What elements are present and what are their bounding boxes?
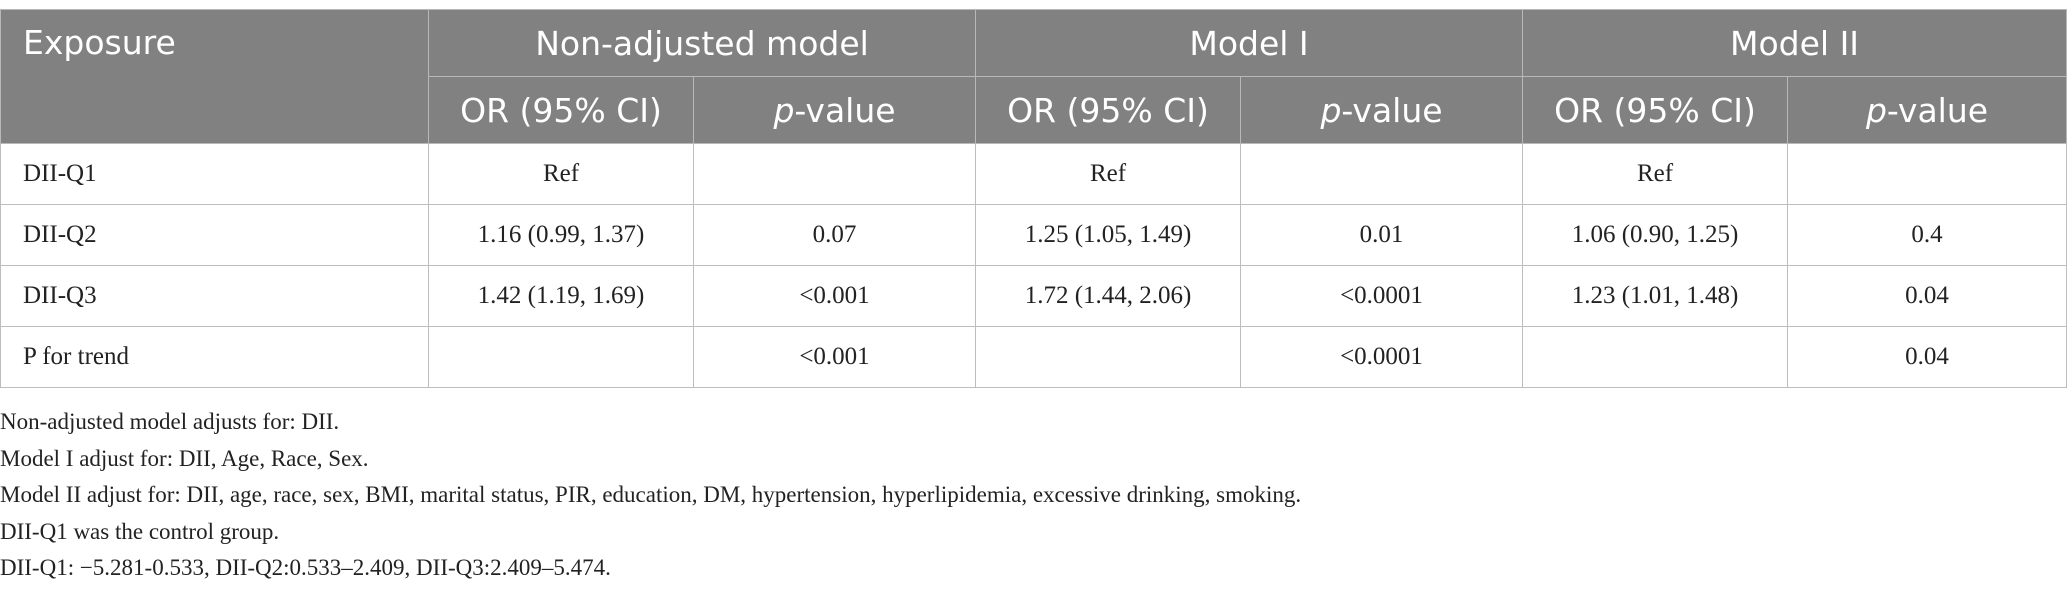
footnote: Non-adjusted model adjusts for: DII. [0,409,340,434]
table-cell: <0.0001 [1240,326,1524,388]
header-exposure: Exposure [0,9,429,144]
table-cell: <0.001 [692,265,977,327]
table-row: P for trend <0.001 <0.0001 0.04 [0,326,2067,388]
table-footnotes: Non-adjusted model adjusts for: DII. Mod… [0,404,1301,587]
header-p-rest: -value [794,90,896,130]
results-table-wrapper: Exposure Non-adjusted model Model I Mode… [0,9,2067,388]
table-cell: 0.04 [1787,326,2067,388]
table-cell [975,326,1242,388]
header-model-ii: Model II [1522,9,2067,77]
table-cell: <0.0001 [1240,265,1524,327]
header-or-ci: OR (95% CI) [975,76,1242,144]
table-row: DII-Q1 Ref Ref Ref [0,143,2067,205]
table-cell [1787,143,2067,205]
table-cell: 1.06 (0.90, 1.25) [1522,204,1789,266]
table-cell: Ref [975,143,1242,205]
row-label: P for trend [0,326,429,388]
table-cell: <0.001 [692,326,977,388]
table-cell [1240,143,1524,205]
table-body: DII-Q1 Ref Ref Ref DII-Q2 1.16 (0.99, 1.… [0,143,2067,388]
table-cell: Ref [428,143,694,205]
header-p-value: p-value [1787,76,2067,144]
table-cell: 0.4 [1787,204,2067,266]
table-cell: 1.23 (1.01, 1.48) [1522,265,1789,327]
header-p-value: p-value [692,76,977,144]
table-row: DII-Q2 1.16 (0.99, 1.37) 0.07 1.25 (1.05… [0,204,2067,266]
table-cell: 0.07 [692,204,977,266]
header-p-italic: p [1320,90,1342,130]
table-cell: 1.42 (1.19, 1.69) [428,265,694,327]
header-p-italic: p [773,90,795,130]
table-cell: 1.16 (0.99, 1.37) [428,204,694,266]
odds-ratio-table: Exposure Non-adjusted model Model I Mode… [0,9,2067,388]
footnote: DII-Q1 was the control group. [0,518,280,544]
row-label: DII-Q2 [0,204,429,266]
table-header: Exposure Non-adjusted model Model I Mode… [0,9,2067,144]
header-p-italic: p [1865,90,1887,130]
header-model-i: Model I [975,9,1524,77]
table-cell: 1.72 (1.44, 2.06) [975,265,1242,327]
row-label: DII-Q3 [0,265,429,327]
table-cell [1522,326,1789,388]
header-non-adjusted-model: Non-adjusted model [427,9,977,77]
row-label: DII-Q1 [0,143,429,205]
table-cell [692,143,977,205]
footnote: DII-Q1: −5.281-0.533, DII-Q2:0.533–2.409… [0,555,611,580]
table-cell: Ref [1522,143,1789,205]
header-or-ci: OR (95% CI) [1522,76,1789,144]
header-p-value: p-value [1240,76,1524,144]
header-or-ci: OR (95% CI) [428,76,694,144]
footnote: Model I adjust for: DII, Age, Race, Sex. [0,445,369,471]
table-cell: 0.01 [1240,204,1524,266]
table-cell [428,326,694,388]
table-row: DII-Q3 1.42 (1.19, 1.69) <0.001 1.72 (1.… [0,265,2067,327]
header-p-rest: -value [1341,90,1443,130]
header-p-rest: -value [1886,90,1989,130]
table-cell: 0.04 [1787,265,2067,327]
table-cell: 1.25 (1.05, 1.49) [975,204,1242,266]
footnote: Model II adjust for: DII, age, race, sex… [0,482,1302,507]
